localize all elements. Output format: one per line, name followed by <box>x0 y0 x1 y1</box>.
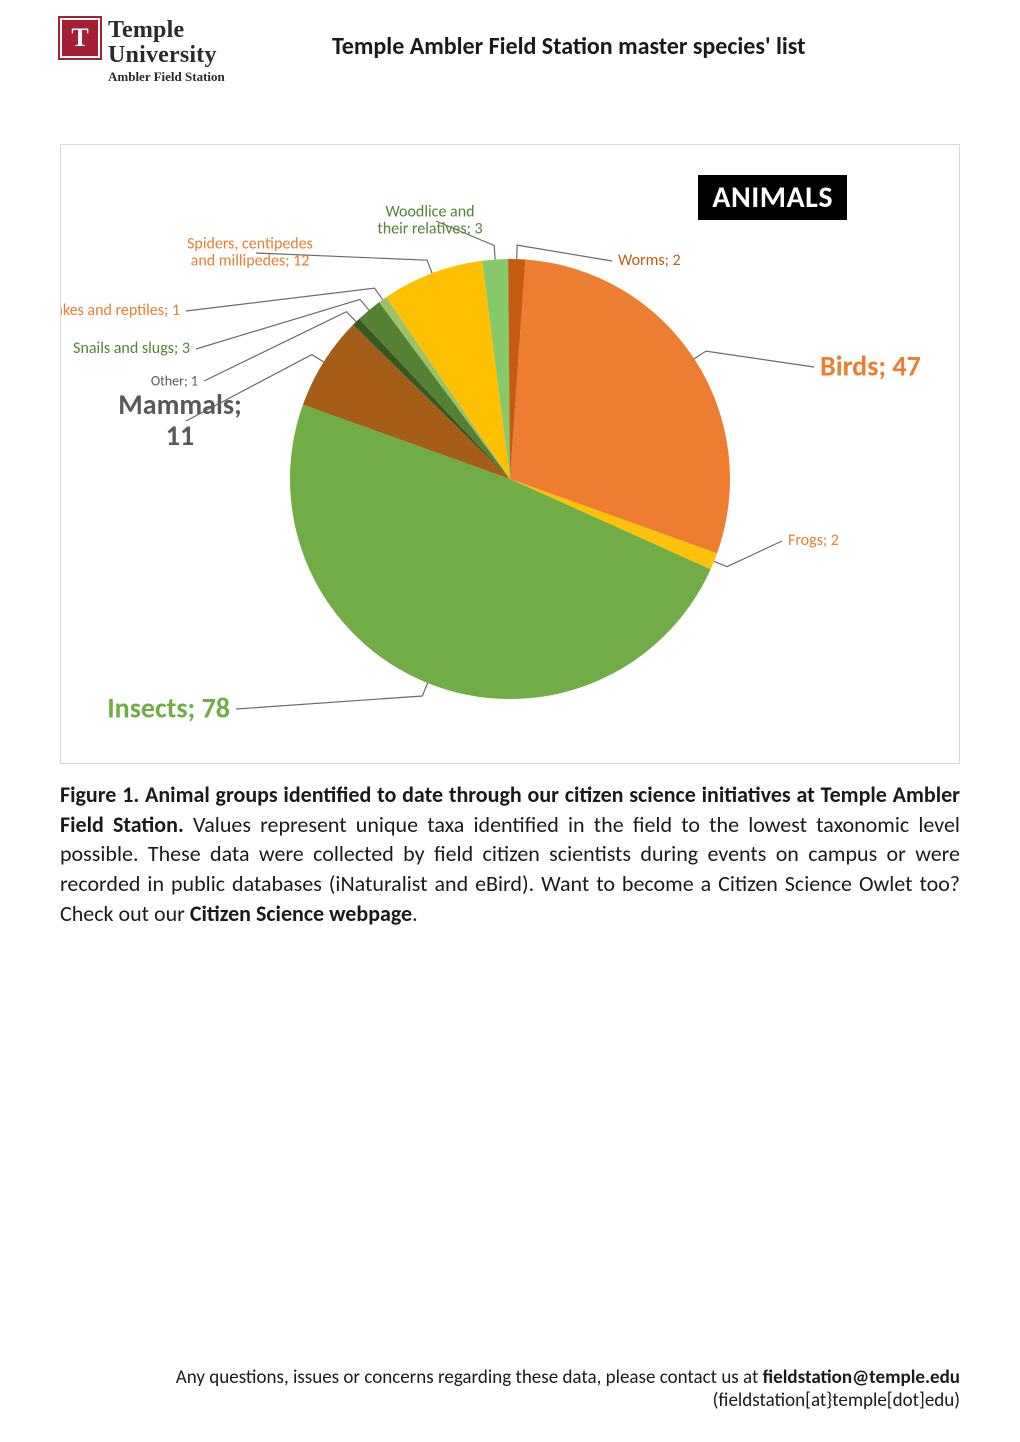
leader-line <box>186 288 383 311</box>
header: T Temple University Ambler Field Station… <box>60 18 960 84</box>
footer-pre: Any questions, issues or concerns regard… <box>176 1366 763 1389</box>
figure-caption: Figure 1. Animal groups identified to da… <box>60 780 960 928</box>
footer-email[interactable]: fieldstation@temple.edu <box>763 1366 960 1389</box>
leader-line <box>694 351 814 367</box>
leader-line <box>517 245 612 261</box>
pie-slice-label: Woodlice and their relatives; 3 <box>377 203 482 238</box>
pie-wrap: Birds; 47Frogs; 2Insects; 78Mammals; 11O… <box>290 259 730 699</box>
leader-line <box>436 221 495 260</box>
temple-t-icon: T <box>60 18 100 58</box>
pie-slice-label: Snakes and reptiles; 1 <box>60 302 180 320</box>
leader-line <box>236 683 428 709</box>
chart-title-box: ANIMALS <box>698 175 847 220</box>
leader-line <box>714 541 782 567</box>
logo-block: T Temple University Ambler Field Station <box>60 18 290 84</box>
logo-text: Temple University Ambler Field Station <box>108 18 225 84</box>
caption-tail: . <box>412 900 418 927</box>
logo-line1: Temple <box>108 18 225 43</box>
logo-line2: University <box>108 43 225 68</box>
page-title: Temple Ambler Field Station master speci… <box>332 32 805 61</box>
footer-alt-email: (fieldstation[at}temple[dot]edu) <box>60 1389 960 1412</box>
leader-line <box>256 253 432 273</box>
logo-subtitle: Ambler Field Station <box>108 70 225 84</box>
pie-slice-label: Snails and slugs; 3 <box>73 340 190 358</box>
animals-pie-chart: ANIMALS Birds; 47Frogs; 2Insects; 78Mamm… <box>60 144 960 764</box>
pie-slice-label: Mammals; 11 <box>118 390 241 452</box>
pie-slice-label: Other; 1 <box>151 373 198 388</box>
caption-link[interactable]: Citizen Science webpage <box>190 900 412 927</box>
pie-slice-label: Birds; 47 <box>820 351 921 382</box>
pie-slice-label: Frogs; 2 <box>788 532 839 550</box>
footer-contact: Any questions, issues or concerns regard… <box>60 1366 960 1412</box>
pie-slice-label: Insects; 78 <box>107 693 230 724</box>
